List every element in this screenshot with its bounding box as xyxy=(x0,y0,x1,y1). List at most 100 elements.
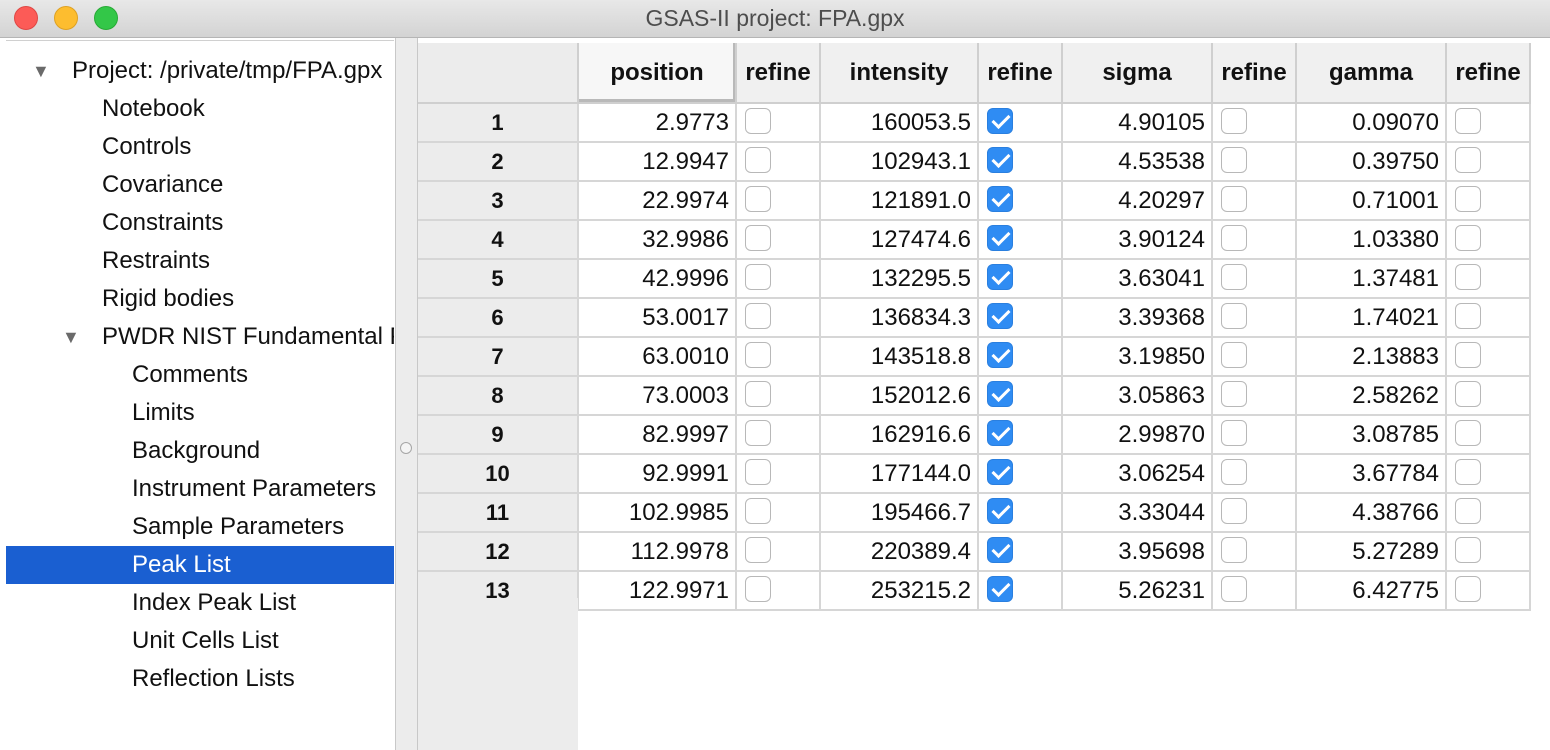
refine-position-checkbox[interactable] xyxy=(745,420,771,446)
position-cell[interactable]: 32.9986 xyxy=(578,220,737,260)
refine-sigma-checkbox[interactable] xyxy=(1221,498,1247,524)
zoom-window-button[interactable] xyxy=(94,6,118,30)
refine-position-checkbox[interactable] xyxy=(745,186,771,212)
position-column-header[interactable]: position xyxy=(578,43,737,104)
disclosure-triangle-icon[interactable]: ▼ xyxy=(32,61,50,81)
title-bar[interactable]: GSAS-II project: FPA.gpx xyxy=(0,0,1550,38)
gamma-cell[interactable]: 3.67784 xyxy=(1296,454,1447,494)
intensity-cell[interactable]: 253215.2 xyxy=(820,571,979,611)
row-number[interactable]: 1 xyxy=(418,103,579,143)
intensity-column-header[interactable]: intensity xyxy=(820,43,979,104)
sigma-cell[interactable]: 2.99870 xyxy=(1062,415,1213,455)
tree-item[interactable]: Constraints xyxy=(6,204,394,242)
refine-sigma-checkbox[interactable] xyxy=(1221,459,1247,485)
sigma-cell[interactable]: 3.33044 xyxy=(1062,493,1213,533)
intensity-cell[interactable]: 136834.3 xyxy=(820,298,979,338)
position-cell[interactable]: 102.9985 xyxy=(578,493,737,533)
sigma-cell[interactable]: 3.19850 xyxy=(1062,337,1213,377)
row-number[interactable]: 2 xyxy=(418,142,579,182)
intensity-cell[interactable]: 152012.6 xyxy=(820,376,979,416)
refine-intensity-checkbox[interactable] xyxy=(987,459,1013,485)
refine-gamma-checkbox[interactable] xyxy=(1455,186,1481,212)
refine-sigma-checkbox[interactable] xyxy=(1221,147,1247,173)
position-cell[interactable]: 73.0003 xyxy=(578,376,737,416)
position-cell[interactable]: 42.9996 xyxy=(578,259,737,299)
gamma-cell[interactable]: 1.74021 xyxy=(1296,298,1447,338)
position-cell[interactable]: 92.9991 xyxy=(578,454,737,494)
row-number[interactable]: 8 xyxy=(418,376,579,416)
refine-sigma-checkbox[interactable] xyxy=(1221,420,1247,446)
intensity-cell[interactable]: 127474.6 xyxy=(820,220,979,260)
row-number[interactable]: 7 xyxy=(418,337,579,377)
sigma-cell[interactable]: 4.90105 xyxy=(1062,103,1213,143)
refine-position-checkbox[interactable] xyxy=(745,303,771,329)
refine-gamma-checkbox[interactable] xyxy=(1455,576,1481,602)
panel-splitter[interactable] xyxy=(396,38,418,750)
refine-sigma-checkbox[interactable] xyxy=(1221,381,1247,407)
intensity-cell[interactable]: 160053.5 xyxy=(820,103,979,143)
refine-column-header[interactable]: refine xyxy=(1446,43,1531,104)
peak-list-grid[interactable]: position refine intensity refine sigma refine… xyxy=(418,38,1550,750)
refine-position-checkbox[interactable] xyxy=(745,576,771,602)
tree-item[interactable]: ▼ PWDR NIST Fundamental Parameters xyxy=(6,318,394,356)
refine-gamma-checkbox[interactable] xyxy=(1455,381,1481,407)
tree-item[interactable]: Sample Parameters xyxy=(6,508,394,546)
intensity-cell[interactable]: 162916.6 xyxy=(820,415,979,455)
disclosure-triangle-icon[interactable]: ▼ xyxy=(62,327,80,347)
gamma-cell[interactable]: 4.38766 xyxy=(1296,493,1447,533)
refine-intensity-checkbox[interactable] xyxy=(987,498,1013,524)
refine-column-header[interactable]: refine xyxy=(1212,43,1297,104)
intensity-cell[interactable]: 102943.1 xyxy=(820,142,979,182)
refine-intensity-checkbox[interactable] xyxy=(987,537,1013,563)
table-corner[interactable] xyxy=(418,43,579,104)
tree-item[interactable]: Index Peak List xyxy=(6,584,394,622)
sigma-cell[interactable]: 3.06254 xyxy=(1062,454,1213,494)
gamma-cell[interactable]: 0.09070 xyxy=(1296,103,1447,143)
refine-gamma-checkbox[interactable] xyxy=(1455,342,1481,368)
refine-gamma-checkbox[interactable] xyxy=(1455,537,1481,563)
sigma-cell[interactable]: 3.63041 xyxy=(1062,259,1213,299)
tree-item[interactable]: Restraints xyxy=(6,242,394,280)
gamma-cell[interactable]: 5.27289 xyxy=(1296,532,1447,572)
gamma-cell[interactable]: 6.42775 xyxy=(1296,571,1447,611)
refine-sigma-checkbox[interactable] xyxy=(1221,303,1247,329)
refine-gamma-checkbox[interactable] xyxy=(1455,303,1481,329)
refine-gamma-checkbox[interactable] xyxy=(1455,147,1481,173)
sigma-cell[interactable]: 3.95698 xyxy=(1062,532,1213,572)
refine-position-checkbox[interactable] xyxy=(745,498,771,524)
tree-item[interactable]: Controls xyxy=(6,128,394,166)
refine-intensity-checkbox[interactable] xyxy=(987,303,1013,329)
position-cell[interactable]: 2.9773 xyxy=(578,103,737,143)
row-number[interactable]: 11 xyxy=(418,493,579,533)
position-cell[interactable]: 82.9997 xyxy=(578,415,737,455)
gamma-cell[interactable]: 1.03380 xyxy=(1296,220,1447,260)
sigma-column-header[interactable]: sigma xyxy=(1062,43,1213,104)
row-number[interactable]: 12 xyxy=(418,532,579,572)
tree-item[interactable]: Unit Cells List xyxy=(6,622,394,660)
sigma-cell[interactable]: 4.53538 xyxy=(1062,142,1213,182)
refine-position-checkbox[interactable] xyxy=(745,264,771,290)
refine-gamma-checkbox[interactable] xyxy=(1455,498,1481,524)
intensity-cell[interactable]: 195466.7 xyxy=(820,493,979,533)
refine-position-checkbox[interactable] xyxy=(745,459,771,485)
tree-item[interactable]: Peak List xyxy=(6,546,394,584)
gamma-cell[interactable]: 3.08785 xyxy=(1296,415,1447,455)
refine-position-checkbox[interactable] xyxy=(745,342,771,368)
tree-item[interactable]: Limits xyxy=(6,394,394,432)
refine-intensity-checkbox[interactable] xyxy=(987,147,1013,173)
refine-position-checkbox[interactable] xyxy=(745,381,771,407)
refine-intensity-checkbox[interactable] xyxy=(987,342,1013,368)
tree-item[interactable]: Covariance xyxy=(6,166,394,204)
gamma-column-header[interactable]: gamma xyxy=(1296,43,1447,104)
refine-position-checkbox[interactable] xyxy=(745,108,771,134)
refine-sigma-checkbox[interactable] xyxy=(1221,225,1247,251)
position-cell[interactable]: 112.9978 xyxy=(578,532,737,572)
row-number[interactable]: 5 xyxy=(418,259,579,299)
sigma-cell[interactable]: 3.39368 xyxy=(1062,298,1213,338)
intensity-cell[interactable]: 177144.0 xyxy=(820,454,979,494)
row-number[interactable]: 9 xyxy=(418,415,579,455)
intensity-cell[interactable]: 121891.0 xyxy=(820,181,979,221)
row-number[interactable]: 6 xyxy=(418,298,579,338)
position-cell[interactable]: 53.0017 xyxy=(578,298,737,338)
refine-intensity-checkbox[interactable] xyxy=(987,186,1013,212)
